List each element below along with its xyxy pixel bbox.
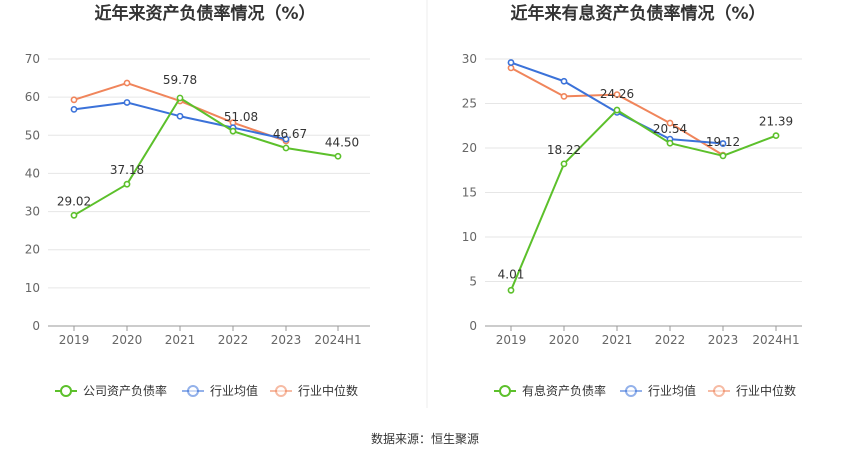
data-label: 4.01 — [498, 267, 525, 281]
series-line-company — [510, 109, 777, 291]
x-tick-label: 2023 — [271, 333, 302, 347]
chart-title: 近年来资产负债率情况（%） — [94, 3, 315, 24]
legend-marker — [625, 385, 637, 397]
data-point — [507, 286, 515, 294]
data-point — [123, 180, 131, 188]
data-point — [560, 92, 568, 100]
data-point — [282, 135, 290, 143]
data-point — [282, 144, 290, 152]
data-point — [560, 77, 568, 85]
data-point — [507, 64, 515, 72]
chart-panel-2: 近年来有息资产负债率情况（%） 0 5 10 15 20 25 30 2019 2020 2021 2… — [462, 3, 802, 398]
legend-marker — [187, 385, 199, 397]
y-tick-label: 0 — [32, 319, 40, 333]
data-point — [176, 94, 184, 102]
legend-item: 行业中位数 — [708, 383, 796, 398]
legend-item: 有息资产负债率 — [494, 383, 606, 398]
chart-panel-1: 近年来资产负债率情况（%） 0 10 20 30 40 50 60 70 2019 2020 2021… — [25, 3, 370, 398]
legend-item: 行业均值 — [620, 383, 696, 398]
data-point — [719, 152, 727, 160]
y-tick-label: 10 — [25, 281, 40, 295]
data-label: 44.50 — [325, 135, 359, 149]
data-label: 24.26 — [600, 87, 634, 101]
y-tick-label: 20 — [25, 243, 40, 257]
y-tick-label: 15 — [462, 186, 477, 200]
data-point — [719, 140, 727, 147]
y-tick-label: 70 — [25, 52, 40, 66]
source-label: 数据来源：恒生聚源 — [371, 431, 479, 446]
data-point — [123, 99, 131, 106]
data-point — [229, 127, 237, 135]
data-label: 20.54 — [653, 122, 687, 136]
chart-title: 近年来有息资产负债率情况（%） — [510, 3, 765, 24]
data-point — [70, 96, 78, 104]
legend-marker — [275, 385, 287, 397]
data-point — [613, 106, 621, 114]
x-tick-label: 2020 — [112, 333, 143, 347]
data-point — [70, 211, 78, 219]
x-tick-label: 2021 — [165, 333, 196, 347]
legend-marker — [713, 385, 725, 397]
x-tick-label: 2019 — [59, 333, 90, 347]
legend-label: 有息资产负债率 — [522, 383, 606, 398]
legend-marker — [499, 385, 511, 397]
data-point — [560, 160, 568, 168]
y-tick-label: 40 — [25, 166, 40, 180]
y-tick-label: 30 — [25, 205, 40, 219]
x-tick-label: 2022 — [218, 333, 249, 347]
data-point — [666, 119, 674, 127]
data-point — [613, 91, 621, 98]
x-tick-label: 2021 — [602, 333, 633, 347]
data-label: 51.08 — [224, 110, 258, 124]
data-label: 18.22 — [547, 143, 581, 157]
data-label: 21.39 — [759, 115, 793, 129]
data-point — [70, 105, 78, 113]
series-line-company — [73, 96, 339, 217]
data-label: 46.67 — [273, 127, 307, 141]
y-tick-label: 5 — [469, 275, 477, 289]
legend-item: 行业中位数 — [270, 383, 358, 398]
legend-label: 行业均值 — [648, 383, 696, 398]
data-label: 19.12 — [706, 135, 740, 149]
x-tick-label: 2024H1 — [752, 333, 799, 347]
x-tick-label: 2022 — [655, 333, 686, 347]
data-point — [507, 59, 515, 66]
x-tick-label: 2019 — [496, 333, 527, 347]
legend-label: 公司资产负债率 — [83, 383, 167, 398]
data-label: 29.02 — [57, 194, 91, 208]
y-tick-label: 30 — [462, 52, 477, 66]
y-tick-label: 20 — [462, 141, 477, 155]
legend-marker — [60, 385, 72, 397]
x-tick-label: 2024H1 — [314, 333, 361, 347]
legend-label: 行业中位数 — [736, 383, 796, 398]
legend-item: 公司资产负债率 — [55, 383, 167, 398]
data-point — [334, 152, 342, 160]
y-tick-label: 50 — [25, 128, 40, 142]
y-tick-label: 0 — [469, 319, 477, 333]
data-label: 59.78 — [163, 73, 197, 87]
y-tick-label: 10 — [462, 230, 477, 244]
data-point — [772, 132, 780, 140]
legend-label: 行业中位数 — [298, 383, 358, 398]
x-tick-label: 2020 — [549, 333, 580, 347]
y-tick-label: 60 — [25, 90, 40, 104]
legend-label: 行业均值 — [210, 383, 258, 398]
data-label: 37.18 — [110, 163, 144, 177]
data-point — [123, 79, 131, 87]
data-point — [666, 139, 674, 147]
x-tick-label: 2023 — [708, 333, 739, 347]
legend-item: 行业均值 — [182, 383, 258, 398]
y-tick-label: 25 — [462, 97, 477, 111]
data-point — [176, 112, 184, 120]
